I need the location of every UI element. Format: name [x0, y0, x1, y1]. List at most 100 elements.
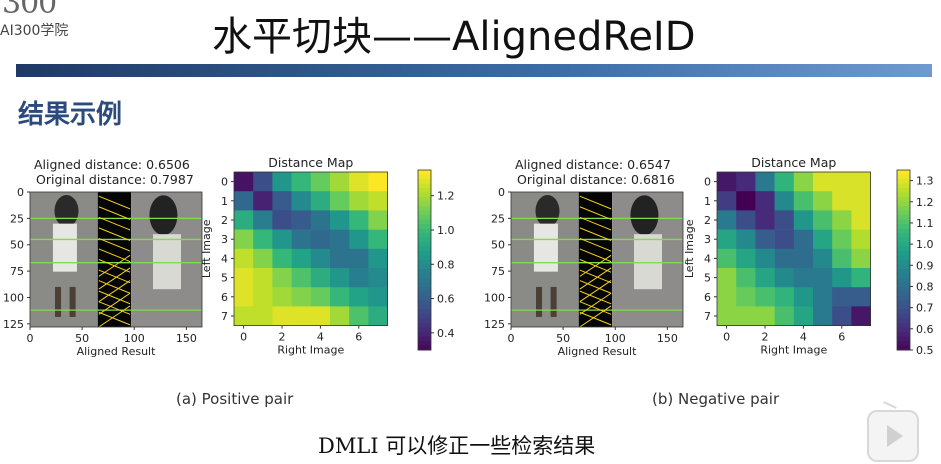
heatmap-cell: [774, 248, 795, 269]
caption-positive: (a) Positive pair: [176, 390, 294, 408]
x-tick-label: 0: [508, 332, 515, 345]
x-tick-label: 100: [605, 332, 626, 345]
heatmap-cell: [736, 268, 756, 288]
colorbar-segment: [897, 291, 910, 297]
heatmap-cell: [832, 287, 852, 307]
heatmap-cell: [234, 210, 254, 230]
colorbar-segment: [897, 264, 910, 270]
x-axis-label: Aligned Result: [558, 345, 638, 358]
heatmap-cell: [793, 172, 814, 192]
y-tick-label: 6: [221, 291, 228, 304]
heatmap-cell: [330, 229, 350, 250]
colorbar-segment: [418, 332, 431, 337]
correspondence-line: [579, 290, 612, 305]
y-tick-label: 4: [704, 252, 711, 265]
heatmap-cell: [813, 210, 833, 230]
y-tick-label: 5: [221, 272, 228, 285]
colorbar-segment: [897, 228, 910, 234]
colorbar-tick-label: 0.6: [916, 323, 934, 336]
x-tick-label: 2: [762, 331, 769, 344]
y-tick-label: 100: [3, 291, 24, 304]
y-tick-label: 1: [221, 195, 228, 208]
heatmap-cell: [755, 268, 775, 288]
colorbar-segment: [897, 327, 910, 333]
y-tick-label: 7: [704, 310, 711, 323]
x-tick-label: 150: [176, 332, 197, 345]
correspondence-line: [98, 195, 131, 210]
correspondence-line: [579, 311, 612, 326]
colorbar-segment: [418, 341, 431, 346]
colorbar-tick-label: 0.7: [916, 302, 934, 315]
heatmap-cell: [368, 287, 388, 307]
colorbar-segment: [418, 170, 431, 175]
correspondence-line: [579, 305, 612, 328]
heatmap-cell: [253, 287, 273, 307]
correspondence-line: [579, 216, 612, 231]
colorbar-segment: [897, 201, 910, 207]
left-person-hair: [535, 194, 560, 227]
heatmap-cell: [851, 229, 871, 250]
heatmap-cell: [330, 306, 350, 326]
correspondence-line: [579, 254, 612, 277]
correspondence-line: [98, 237, 131, 252]
correspondence-line: [98, 267, 131, 290]
heatmap-cell: [310, 306, 331, 326]
y-tick-label: 0: [498, 186, 505, 199]
colorbar-segment: [897, 260, 910, 265]
colorbar-segment: [418, 224, 431, 229]
heatmap-cell: [253, 306, 273, 326]
x-tick-label: 100: [124, 332, 145, 345]
heatmap-cell: [736, 172, 756, 192]
colorbar-segment: [418, 327, 431, 333]
heatmap-cell: [832, 306, 852, 326]
colorbar-segment: [897, 273, 910, 279]
heatmap-cell: [717, 172, 737, 192]
heatmap-cell: [793, 268, 814, 288]
heatmap-cell: [736, 306, 756, 326]
colorbar-segment: [897, 278, 910, 283]
heatmap-cell: [310, 210, 331, 230]
x-tick-label: 4: [800, 331, 807, 344]
correspondence-line: [579, 301, 612, 315]
colorbar-segment: [418, 323, 431, 328]
colorbar-segment: [418, 255, 431, 261]
y-tick-label: 3: [704, 233, 711, 246]
heatmap-cell: [234, 268, 254, 288]
heatmap-cell: [755, 210, 775, 230]
y-tick-label: 25: [491, 212, 505, 225]
colorbar-tick-label: 1.2: [437, 190, 455, 203]
heatmap-cell: [851, 268, 871, 288]
section-heading: 结果示例: [18, 100, 123, 130]
correspondence-line: [579, 206, 612, 220]
colorbar-segment: [418, 201, 431, 207]
heatmap-cell: [291, 172, 312, 192]
correspondence-line: [579, 280, 612, 303]
y-tick-label: 0: [17, 186, 24, 199]
logo-text: AI300学院: [0, 23, 69, 39]
aligned-distance-label: Aligned distance: 0.6506: [34, 157, 190, 172]
correspondence-line: [579, 248, 612, 263]
play-button-icon[interactable]: [867, 410, 919, 462]
correspondence-line: [98, 248, 131, 263]
colorbar-segment: [418, 233, 431, 238]
colorbar-segment: [897, 219, 910, 225]
logo-mark: 300: [2, 0, 57, 21]
heatmap-cell: [272, 268, 292, 288]
heatmap-cell: [368, 210, 388, 230]
heatmap-cell: [851, 191, 871, 211]
heatmap-title: Distance Map: [751, 155, 836, 170]
colorbar-segment: [418, 287, 431, 292]
colorbar-segment: [897, 197, 910, 202]
y-tick-label: 125: [3, 318, 24, 331]
colorbar-segment: [897, 170, 910, 175]
colorbar-segment: [418, 174, 431, 180]
colorbar-segment: [418, 206, 431, 211]
left-person-hair: [54, 194, 79, 227]
right-person-hair: [149, 195, 178, 236]
heatmap-cell: [717, 248, 737, 269]
colorbar-segment: [897, 345, 910, 351]
colorbar-segment: [897, 336, 910, 342]
heatmap-cell: [851, 172, 871, 192]
heatmap-cell: [755, 306, 775, 326]
